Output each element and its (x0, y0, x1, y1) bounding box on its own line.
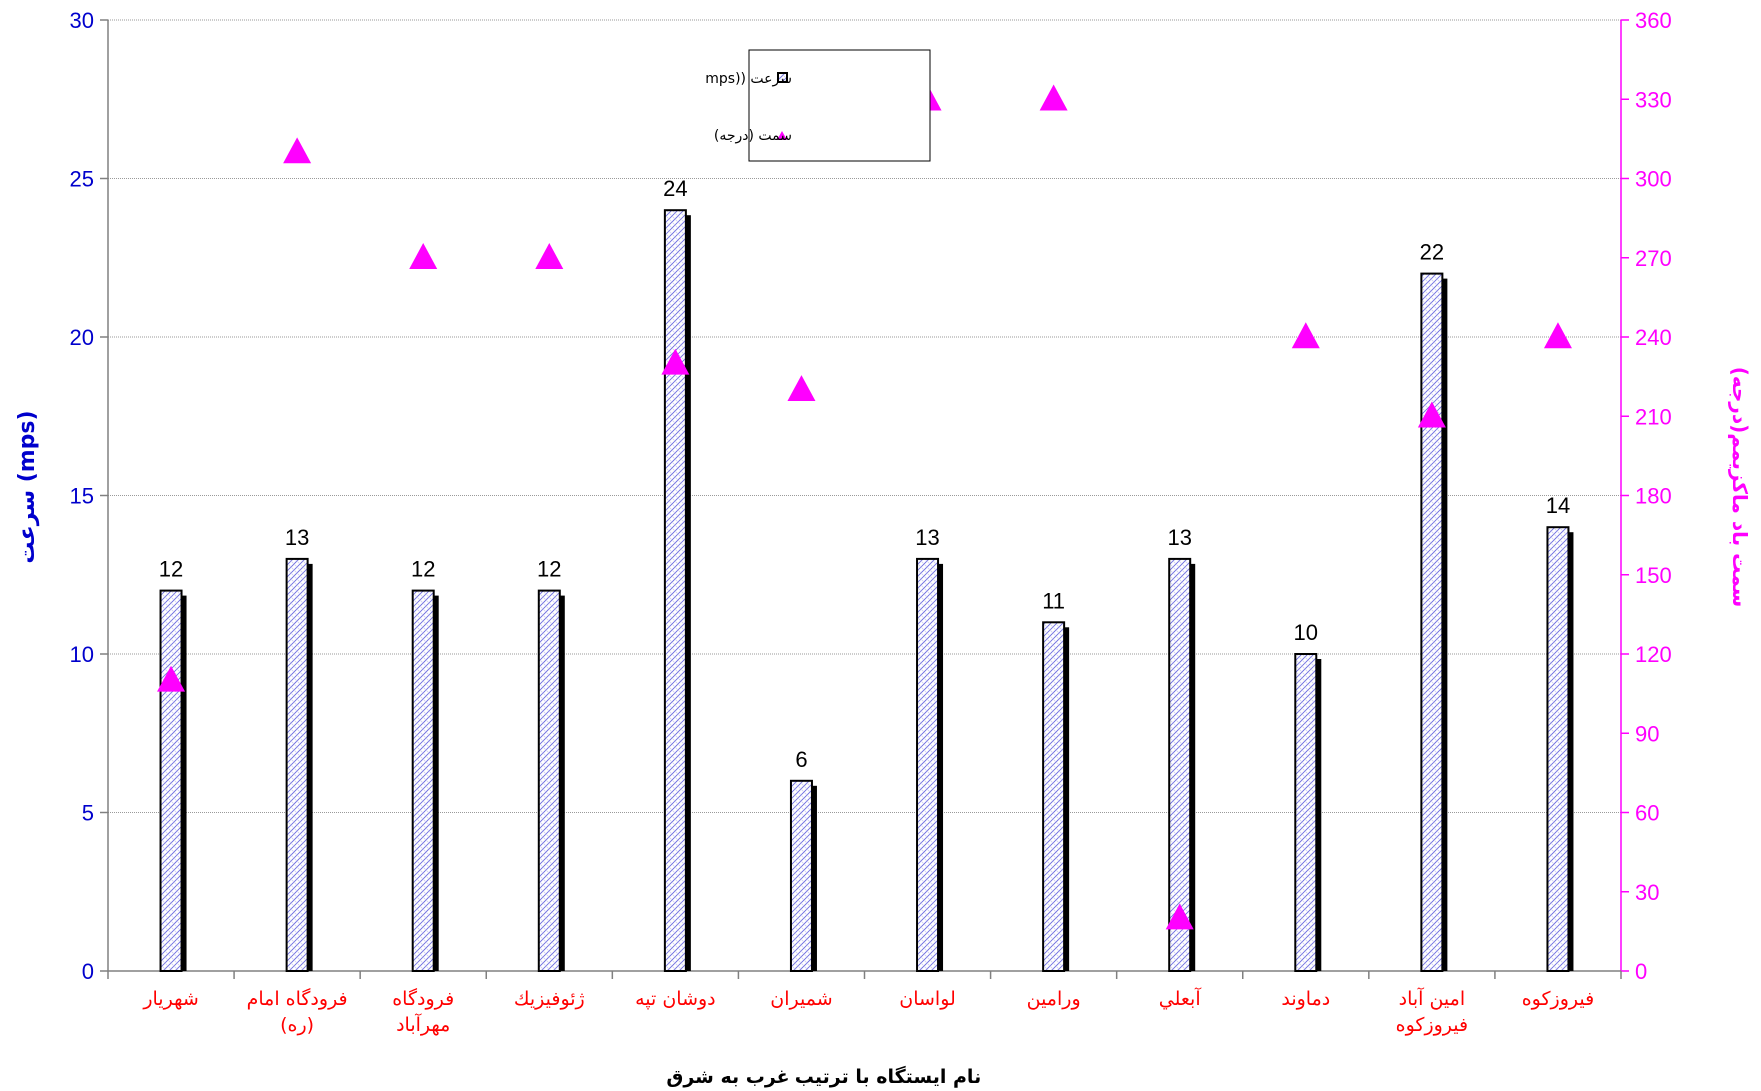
direction-marker (535, 243, 564, 269)
bar (159, 589, 183, 972)
category-label: شميران (770, 988, 832, 1010)
x-axis-label-part-1: غرب به شرق (666, 1066, 789, 1088)
y-tick-label-right: 0 (1635, 959, 1647, 984)
direction-marker (1291, 322, 1320, 349)
direction-marker (283, 137, 312, 164)
bar-data-label: 24 (663, 176, 687, 201)
y-tick-label-right: 240 (1635, 325, 1672, 350)
bar-data-label: 22 (1420, 240, 1444, 265)
direction-markers (157, 84, 1572, 930)
bar-data-label: 10 (1294, 620, 1318, 645)
category-label: آبعلي (1159, 986, 1202, 1010)
category-label: فرودگاه (392, 987, 454, 1010)
bar (1042, 621, 1066, 972)
bar (1168, 557, 1192, 973)
gridlines (108, 19, 1621, 813)
bar (411, 589, 435, 972)
bar (1546, 526, 1570, 972)
bar (1420, 272, 1444, 973)
chart-labels: 12 13 12 12 24 6 13 11 13 10 22 14 شهريار فرودگاه اما… (142, 176, 1594, 1036)
bar-data-label: 14 (1546, 493, 1570, 518)
bar-data-label: 6 (795, 747, 807, 772)
direction-marker (1039, 84, 1068, 111)
category-label: (ره) (280, 1014, 314, 1036)
direction-marker (157, 665, 186, 692)
legend: سرعت ((mps سمت (درجه) (705, 49, 931, 162)
category-label: فرودگاه امام (247, 987, 348, 1010)
category-label: دوشان تپه (635, 988, 716, 1010)
category-label: شهريار (142, 988, 198, 1010)
category-label: فيروزكوه (1396, 1014, 1468, 1036)
direction-marker (1417, 401, 1446, 428)
y-tick-label-right: 270 (1635, 246, 1672, 271)
direction-marker (1165, 903, 1194, 930)
direction-marker (1543, 322, 1572, 349)
bar (1294, 653, 1318, 972)
legend-triangle-icon (777, 131, 787, 140)
axes: 0510152025300306090120150180210240270300… (70, 8, 1672, 984)
bar (537, 589, 561, 972)
bar (789, 779, 813, 972)
y-tick-label-right: 90 (1635, 721, 1659, 746)
legend-box (748, 49, 931, 162)
y-tick-label-left: 20 (70, 325, 94, 350)
y-tick-label-right: 300 (1635, 167, 1672, 192)
category-label: لواسان (899, 988, 956, 1010)
y-tick-label-right: 330 (1635, 87, 1672, 112)
y-tick-label-left: 10 (70, 642, 94, 667)
category-label: ورامين (1027, 988, 1081, 1010)
y-tick-label-left: 25 (70, 167, 94, 192)
legend-bar-swatch (777, 72, 788, 83)
y-tick-label-right: 120 (1635, 642, 1672, 667)
category-label: دماوند (1281, 988, 1330, 1010)
bar-data-label: 11 (1042, 588, 1065, 613)
y-tick-label-right: 150 (1635, 563, 1672, 588)
y-tick-label-left: 0 (82, 959, 94, 984)
category-label: فيروزكوه (1522, 988, 1594, 1010)
y-tick-label-right: 210 (1635, 404, 1672, 429)
y-tick-label-right: 30 (1635, 880, 1659, 905)
x-axis-label-part-2: نام ايستگاه با ترتيب (795, 1065, 981, 1088)
legend-direction-label: سمت (درجه) (714, 128, 792, 144)
y-tick-label-right: 360 (1635, 8, 1672, 33)
speed-bars (159, 209, 1574, 973)
y-axis-right-label: سمت باد ماكزيمم(درجه) (1728, 367, 1752, 608)
y-tick-label-left: 30 (70, 8, 94, 33)
bar-data-label: 12 (159, 557, 183, 582)
direction-marker (661, 348, 690, 375)
category-label: مهرآباد (396, 1012, 450, 1036)
category-label: ژئوفيزيك (514, 988, 585, 1010)
y-tick-label-left: 15 (70, 484, 94, 509)
bar-data-label: 13 (1167, 525, 1191, 550)
bar-data-label: 13 (915, 525, 939, 550)
bar (916, 557, 940, 973)
y-tick-label-right: 180 (1635, 484, 1672, 509)
category-label: امين آباد (1399, 986, 1466, 1010)
bar (285, 557, 309, 973)
legend-speed-label: سرعت ((mps (705, 71, 792, 87)
y-axis-left-label: سرعت (mps) (15, 410, 40, 563)
y-tick-label-left: 5 (82, 801, 94, 826)
y-tick-label-right: 60 (1635, 801, 1659, 826)
bar (663, 209, 687, 972)
bar-data-label: 12 (411, 557, 435, 582)
direction-marker (787, 375, 816, 402)
bar-data-label: 13 (285, 525, 309, 550)
direction-marker (409, 243, 438, 269)
bar-data-label: 12 (537, 557, 561, 582)
